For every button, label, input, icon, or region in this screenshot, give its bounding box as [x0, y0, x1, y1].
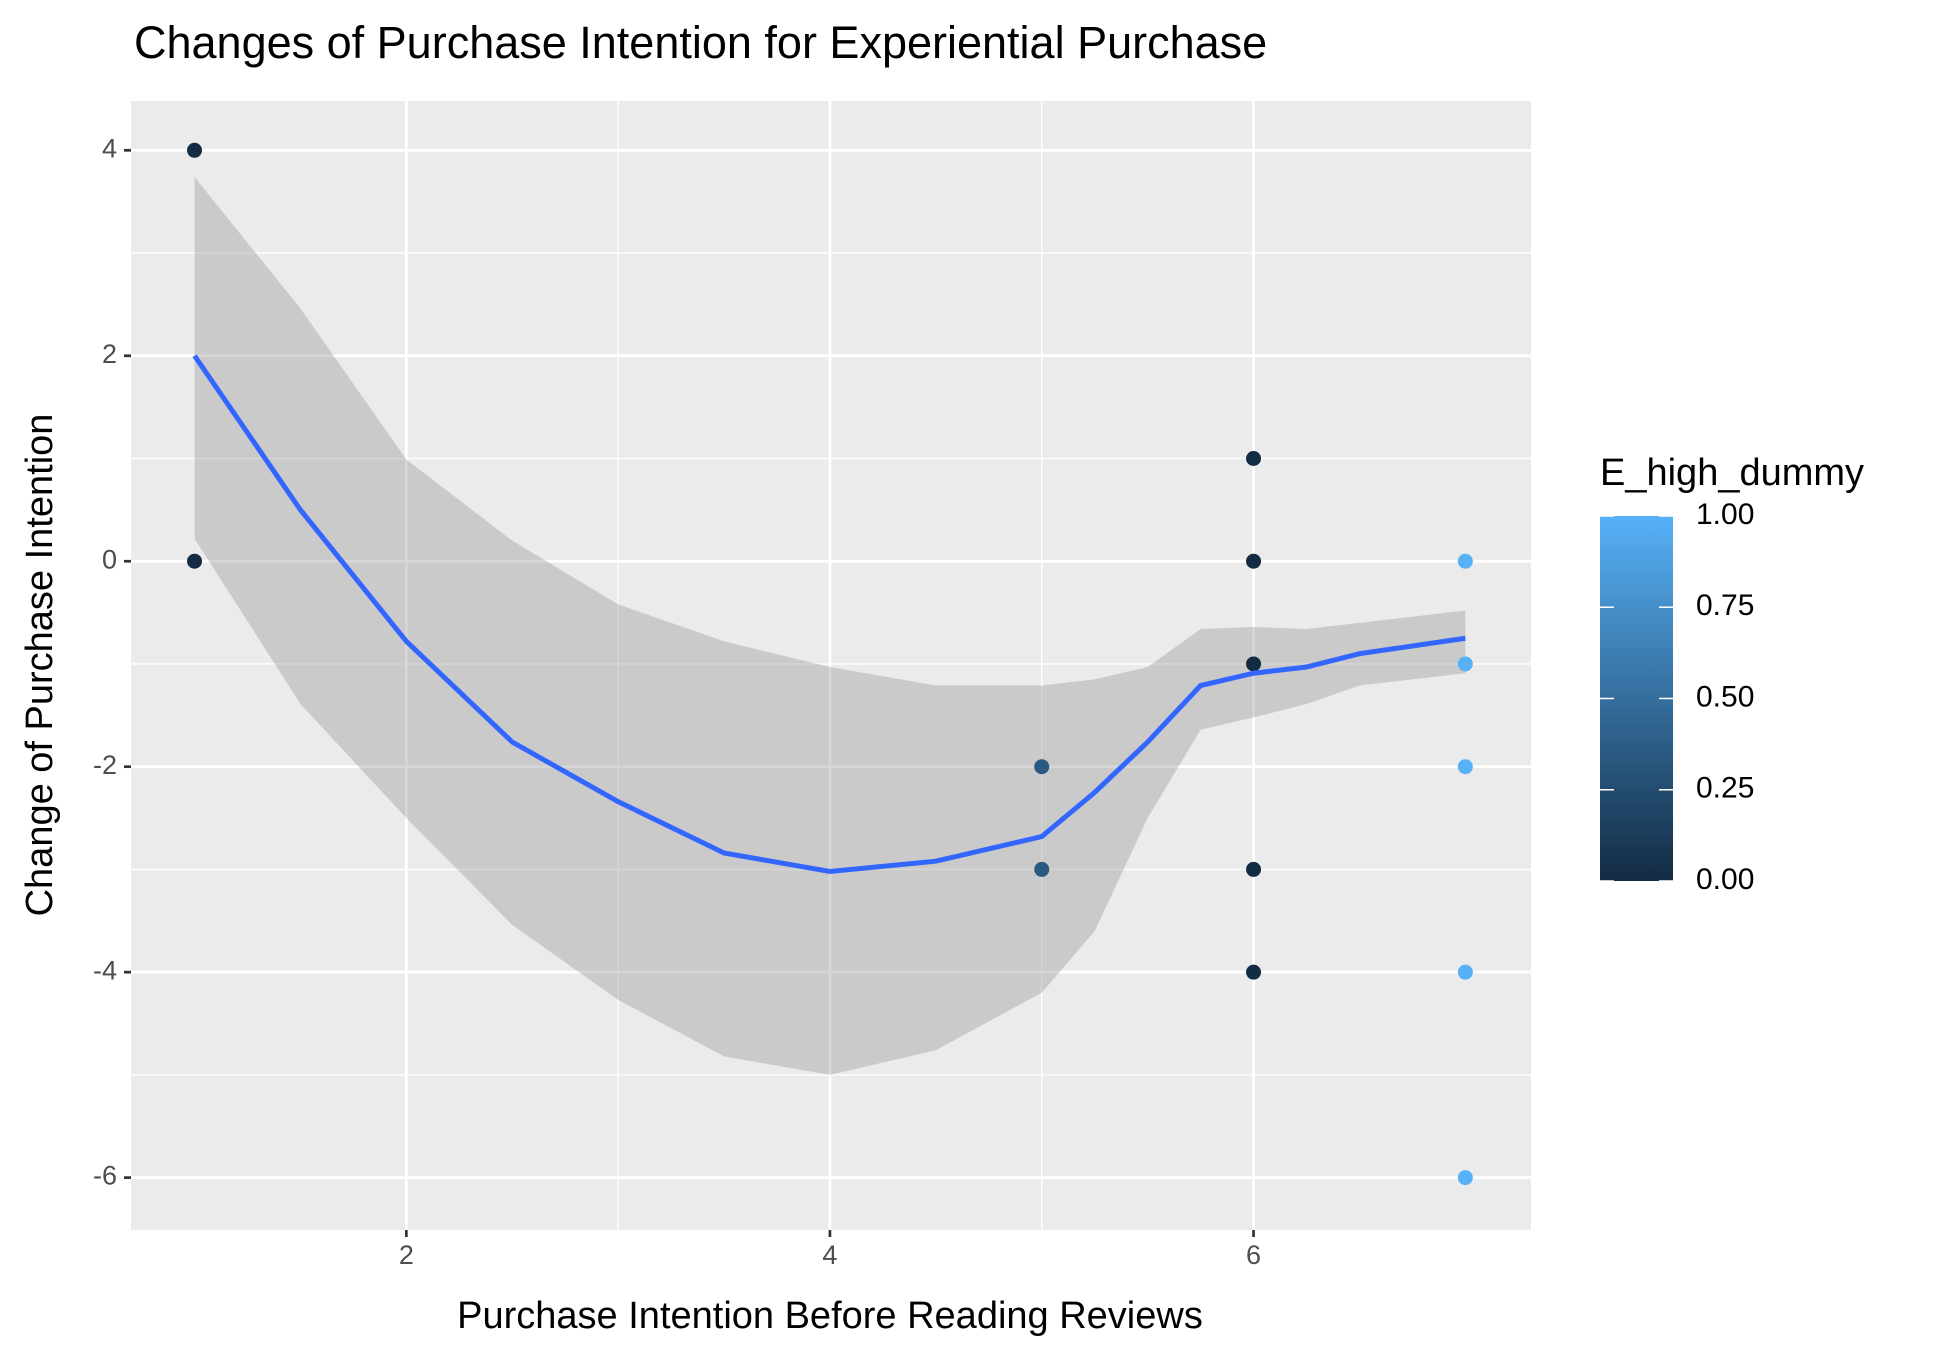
point	[1457, 656, 1473, 672]
x-tick-label: 2	[399, 1240, 414, 1270]
legend-title: E_high_dummy	[1600, 452, 1864, 494]
y-tick-label: 2	[102, 339, 117, 369]
point	[1457, 553, 1473, 569]
point	[1034, 861, 1050, 877]
point	[1246, 450, 1262, 466]
x-tick-label: 6	[1246, 1240, 1261, 1270]
point	[1246, 964, 1262, 980]
x-axis-title: Purchase Intention Before Reading Review…	[457, 1295, 1203, 1337]
legend-label: 0.00	[1696, 863, 1754, 896]
point	[1457, 964, 1473, 980]
x-tick-label: 4	[822, 1240, 837, 1270]
legend-label: 0.25	[1696, 772, 1754, 805]
point	[187, 142, 203, 158]
y-axis-title: Change of Purchase Intention	[19, 414, 61, 917]
y-tick-label: -2	[93, 750, 117, 780]
point	[1246, 553, 1262, 569]
y-tick-label: 0	[102, 544, 117, 574]
smooth-line	[192, 354, 1466, 874]
point	[1457, 1170, 1473, 1186]
point	[1034, 759, 1050, 775]
y-tick-label: 4	[102, 133, 117, 163]
chart-title: Changes of Purchase Intention for Experi…	[134, 17, 1267, 68]
y-tick-label: -4	[93, 955, 117, 985]
point	[1246, 861, 1262, 877]
confidence-band	[194, 177, 1466, 1075]
point	[187, 553, 203, 569]
point	[1246, 656, 1262, 672]
y-tick-label: -6	[93, 1161, 117, 1191]
legend-label: 0.75	[1696, 589, 1754, 622]
legend-label: 1.00	[1696, 498, 1754, 531]
point	[1457, 759, 1473, 775]
legend-label: 0.50	[1696, 680, 1754, 713]
